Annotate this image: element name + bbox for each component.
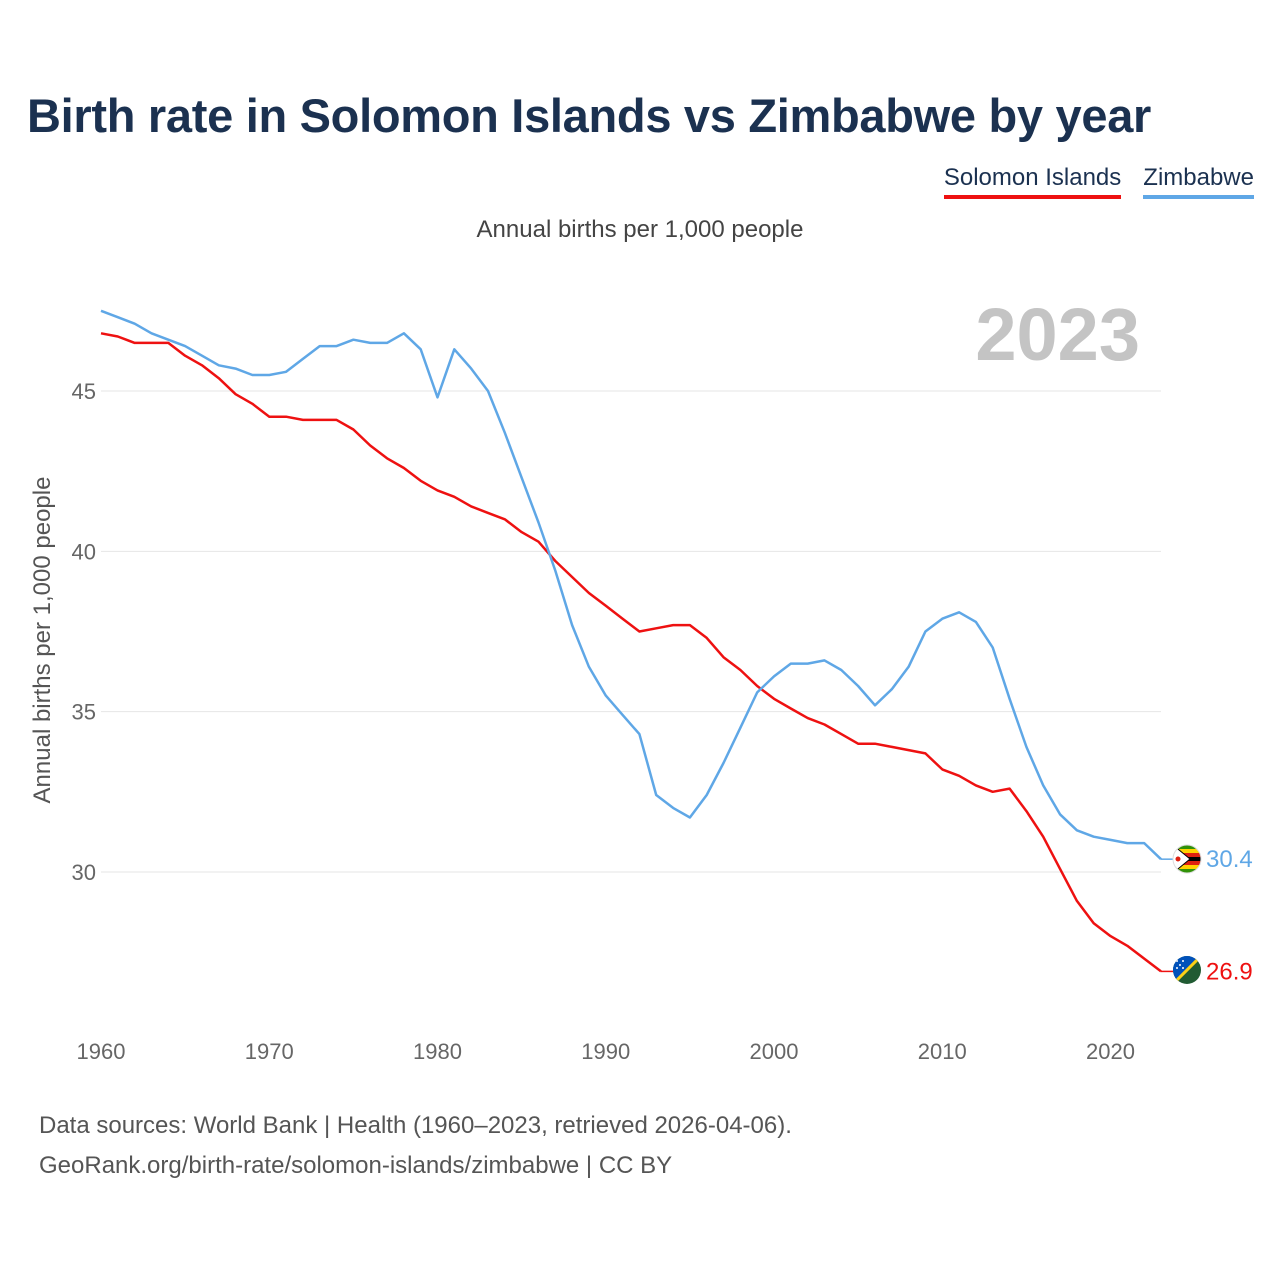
x-tick-label-1980: 1980 xyxy=(413,1039,462,1064)
gridlines xyxy=(101,390,1161,873)
legend: Solomon Islands Zimbabwe xyxy=(943,164,1254,199)
chart-title: Birth rate in Solomon Islands vs Zimbabw… xyxy=(27,89,1152,142)
y-tick-label-45: 45 xyxy=(72,379,96,404)
x-tick-label-2020: 2020 xyxy=(1086,1039,1135,1064)
x-tick-label-1960: 1960 xyxy=(77,1039,126,1064)
y-tick-label-30: 30 xyxy=(72,860,96,885)
end-markers xyxy=(1172,844,1202,984)
y-axis-title: Annual births per 1,000 people xyxy=(29,477,56,804)
series-line-zimbabwe[interactable] xyxy=(100,309,1162,861)
end-labels: 26.9 30.4 xyxy=(1206,846,1253,985)
data-source-note: Data sources: World Bank | Health (1960–… xyxy=(39,1112,792,1139)
end-value-label-zimbabwe: 30.4 xyxy=(1206,846,1253,873)
footer: Data sources: World Bank | Health (1960–… xyxy=(39,1106,792,1186)
year-label: 2023 xyxy=(975,293,1140,376)
x-tick-label-1970: 1970 xyxy=(245,1039,294,1064)
source-url[interactable]: GeoRank.org/birth-rate/solomon-islands/z… xyxy=(39,1152,673,1179)
legend-item-solomon-islands[interactable]: Solomon Islands xyxy=(943,164,1122,199)
end-value-label-solomon-islands: 26.9 xyxy=(1206,958,1253,985)
x-tick-label-2000: 2000 xyxy=(750,1039,799,1064)
zimbabwe-flag-icon xyxy=(1172,844,1202,874)
x-tick-label-1990: 1990 xyxy=(581,1039,630,1064)
y-tick-label-40: 40 xyxy=(72,539,96,564)
series-line-solomon-islands[interactable] xyxy=(100,332,1162,973)
legend-item-zimbabwe[interactable]: Zimbabwe xyxy=(1143,164,1254,199)
series-lines xyxy=(100,309,1173,973)
y-axis-ticks: 30 35 40 45 xyxy=(72,379,96,885)
y-tick-label-35: 35 xyxy=(72,700,96,725)
solomon-islands-flag-icon xyxy=(1173,956,1201,984)
chart-subtitle: Annual births per 1,000 people xyxy=(476,216,804,243)
x-axis-ticks: 1960 1970 1980 1990 2000 2010 2020 xyxy=(77,1039,1135,1064)
x-tick-label-2010: 2010 xyxy=(918,1039,967,1064)
